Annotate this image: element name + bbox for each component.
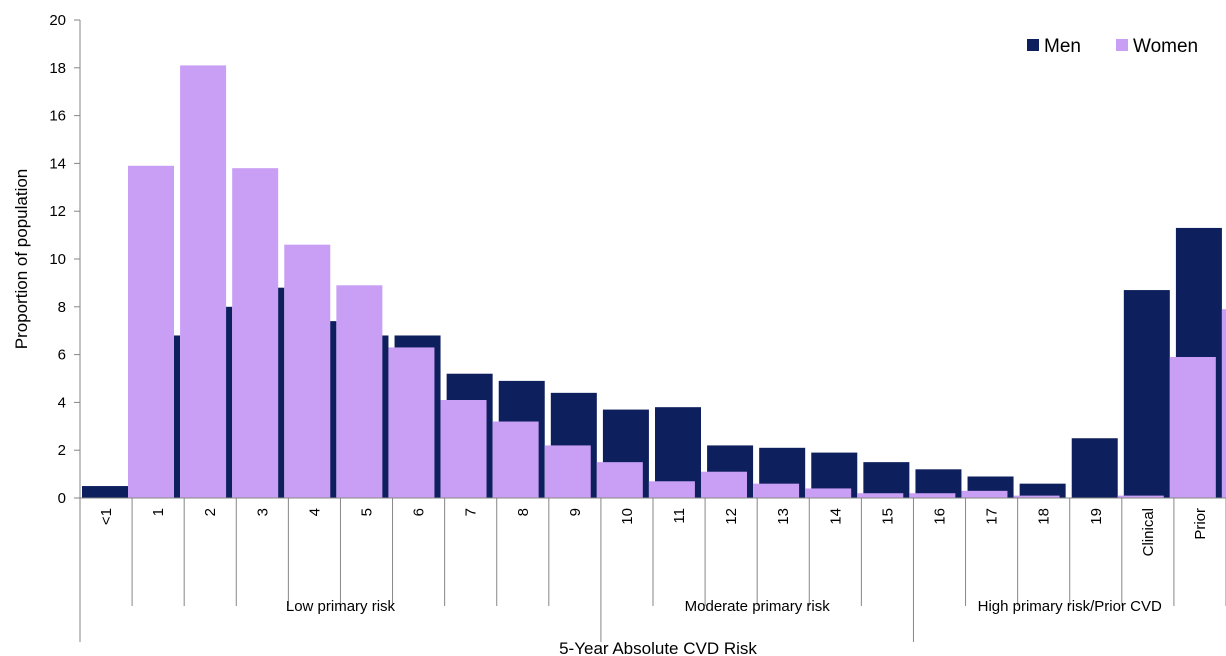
y-tick-label: 20 (49, 12, 66, 29)
y-tick-label: 16 (49, 108, 66, 125)
x-tick-label: 10 (619, 508, 636, 525)
y-ticks: 0 2 4 6 8 10 12 14 16 18 20 (49, 12, 80, 507)
x-tick-label: 11 (671, 508, 688, 524)
x-ticks: <1 1 2 3 4 5 6 7 8 9 10 11 12 13 14 15 16 17 18 19 Clinical P… (79, 498, 1226, 606)
legend-swatch-men (1027, 39, 1039, 51)
x-tick-label: 14 (827, 508, 844, 525)
bar-women-2 (232, 168, 279, 498)
y-tick-label: 6 (58, 347, 66, 364)
legend-label-men: Men (1044, 36, 1081, 57)
y-tick-label: 8 (58, 299, 66, 316)
x-tick-label: 7 (463, 508, 480, 516)
bar-women-19 (1117, 495, 1164, 498)
legend-label-women: Women (1133, 36, 1198, 57)
y-tick-label: 18 (49, 60, 66, 77)
category-group-label: Moderate primary risk (685, 598, 831, 615)
x-tick-label: 9 (567, 508, 584, 516)
y-axis-title: Proportion of population (12, 169, 31, 350)
x-axis-title: 5-Year Absolute CVD Risk (559, 639, 757, 656)
x-tick-label: 18 (1036, 508, 1053, 525)
bar-women-10 (648, 481, 695, 498)
bar-women-6 (440, 400, 487, 498)
bar-women-1 (180, 65, 227, 498)
x-tick-label: 15 (879, 508, 896, 525)
x-tick-label: 3 (254, 508, 271, 516)
x-tick-label: 8 (515, 508, 532, 516)
bar-women-14 (857, 493, 904, 498)
x-tick-label: 1 (150, 508, 167, 516)
bar-women-9 (596, 462, 643, 498)
x-tick-label: Clinical (1140, 508, 1157, 556)
bar-women-21 (1221, 309, 1226, 498)
category-groups: Low primary risk Moderate primary risk Hig… (286, 598, 1162, 642)
legend: Men Women (1027, 36, 1198, 57)
bar-women-7 (492, 421, 539, 498)
y-tick-label: 12 (49, 203, 66, 220)
y-tick-label: 14 (49, 155, 66, 172)
x-tick-label: 6 (411, 508, 428, 516)
bars-layer (82, 65, 1226, 499)
bar-men-15 (863, 462, 910, 498)
y-tick-label: 2 (58, 442, 66, 459)
y-tick-label: 4 (58, 394, 66, 411)
bar-women-0 (128, 165, 174, 499)
bar-men-20 (1123, 290, 1170, 498)
bar-women-16 (961, 490, 1008, 498)
y-tick-label: 10 (49, 251, 66, 268)
x-tick-label: 19 (1088, 508, 1105, 525)
x-tick-label: Prior (1192, 508, 1209, 540)
category-group-label: Low primary risk (286, 598, 396, 615)
x-tick-label: <1 (98, 508, 115, 525)
bar-women-13 (805, 488, 852, 498)
x-tick-label: 5 (359, 508, 376, 516)
bar-men-0 (82, 486, 128, 498)
bar-women-12 (753, 483, 800, 498)
bar-men-19 (1071, 438, 1118, 498)
x-tick-label: 16 (932, 508, 949, 525)
bar-men-18 (1019, 483, 1066, 498)
x-tick-label: 4 (306, 508, 323, 516)
bar-women-3 (284, 244, 331, 498)
bar-women-5 (388, 347, 435, 498)
x-tick-label: 13 (775, 508, 792, 525)
bar-women-8 (544, 445, 591, 498)
x-tick-label: 2 (202, 508, 219, 516)
y-tick-label: 0 (58, 490, 66, 507)
bar-women-15 (909, 493, 956, 498)
x-tick-label: 12 (723, 508, 740, 525)
legend-swatch-women (1116, 39, 1128, 51)
bar-women-11 (701, 471, 747, 498)
bar-women-17 (1013, 495, 1060, 498)
bar-women-20 (1169, 356, 1216, 498)
bar-women-4 (336, 285, 383, 498)
category-group-label: High primary risk/Prior CVD (978, 598, 1162, 615)
x-tick-label: 17 (984, 508, 1001, 525)
